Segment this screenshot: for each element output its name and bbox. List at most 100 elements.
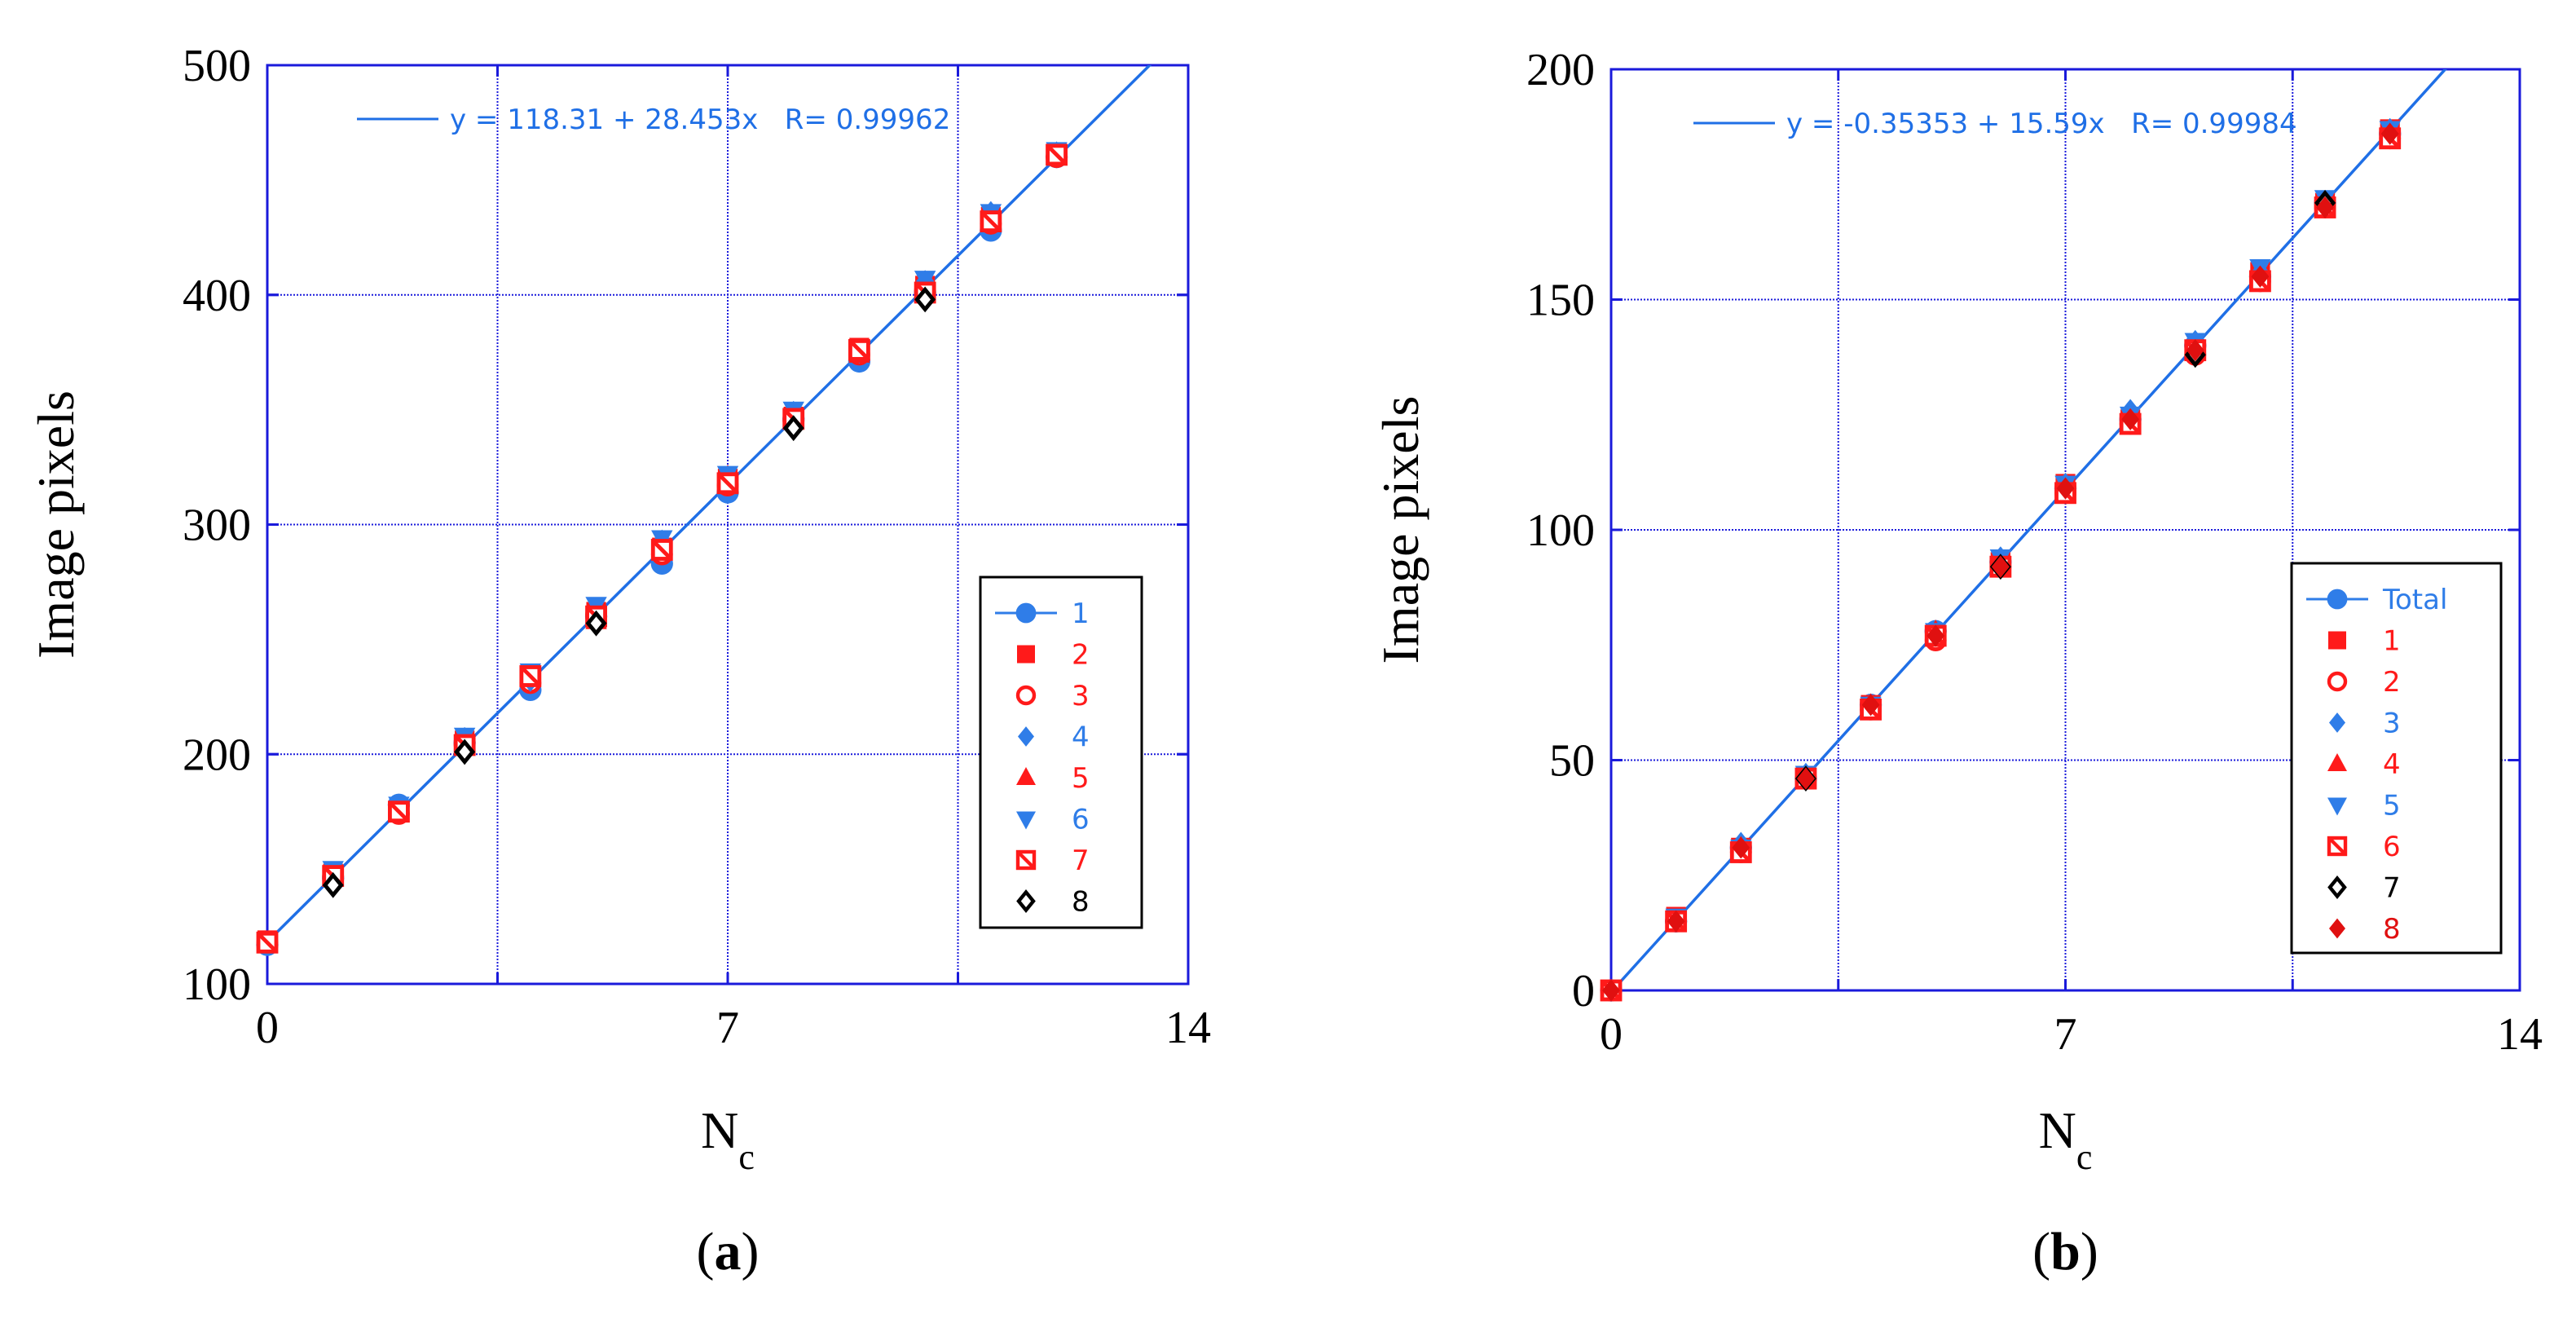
data-point-series-8 [1991, 555, 2010, 578]
legend-marker-2 [1017, 645, 1035, 664]
legend-label-6: 6 [2383, 831, 2401, 863]
legend-marker-8 [2329, 918, 2345, 939]
y-tick-label: 100 [183, 959, 251, 1010]
data-point-series-8 [322, 871, 344, 898]
x-axis-title-main: N [701, 1101, 738, 1159]
data-point-series-7 [716, 472, 739, 495]
panel-label-open: ( [2032, 1222, 2050, 1281]
y-tick-label: 200 [183, 730, 251, 780]
data-point-series-6 [914, 271, 936, 291]
x-tick-label: 0 [1600, 1009, 1623, 1060]
panel-label-letter: a [715, 1222, 742, 1281]
legend: 1 2 3 4 5 6 7 8 [979, 576, 1143, 929]
legend-label-2: 2 [1072, 639, 1090, 672]
legend-marker-1 [2328, 631, 2346, 650]
data-point-series-8 [2251, 265, 2270, 288]
legend-marker-6 [1016, 811, 1036, 830]
x-tick-label: 7 [2054, 1009, 2077, 1060]
data-point-series-7 [256, 931, 279, 954]
legend-marker-7 [2327, 875, 2347, 899]
y-tick-label: 50 [1549, 736, 1595, 787]
data-point-series-8 [782, 415, 804, 442]
legend-label-1: 1 [2383, 625, 2401, 658]
panel-label-open: ( [697, 1222, 715, 1281]
data-point-series-8 [2121, 408, 2140, 431]
legend-label-4: 4 [2383, 748, 2401, 781]
ticks [1609, 68, 2521, 992]
panel-label-letter: b [2050, 1222, 2081, 1281]
data-points [1600, 117, 2402, 1003]
data-point-series-8 [1732, 836, 1750, 859]
panel-label: (b) [2032, 1222, 2098, 1281]
legend-marker-7 [1015, 849, 1037, 871]
panel-label: (a) [697, 1222, 760, 1281]
legend-marker-1 [1015, 602, 1037, 624]
x-axis-title-main: N [2039, 1101, 2076, 1159]
x-tick-label: 0 [256, 1003, 279, 1053]
y-tick-label: 0 [1572, 966, 1595, 1017]
y-axis-title: Image pixels [1372, 396, 1429, 664]
fit-equation: y = -0.35353 + 15.59x R= 0.99984 [1786, 108, 2297, 140]
fit-equation: y = 118.31 + 28.453x R= 0.99962 [450, 104, 950, 136]
legend-marker-5 [2327, 797, 2347, 816]
data-point-series-8 [1602, 979, 1620, 1002]
data-point-series-8 [2380, 122, 2399, 145]
legend: Total 1 2 3 4 5 6 7 8 [2290, 562, 2503, 955]
data-point-series-7 [848, 338, 870, 361]
legend-label-3: 3 [2383, 708, 2401, 740]
data-point-series-8 [1796, 767, 1815, 790]
y-tick-label: 200 [1526, 45, 1595, 95]
legend-label-1: 1 [1072, 598, 1090, 630]
legend-box [979, 576, 1143, 929]
data-point-series-7 [650, 539, 673, 561]
legend-marker-5 [1016, 767, 1036, 785]
y-tick-label: 300 [183, 501, 251, 551]
legend-label-5: 5 [2383, 790, 2401, 822]
x-axis-title: Nc [2039, 1101, 2093, 1177]
y-tick-label: 400 [183, 271, 251, 321]
x-tick-label: 14 [1165, 1003, 1211, 1053]
ticks [266, 64, 1190, 986]
x-tick-label: 7 [716, 1003, 739, 1053]
legend-label-7: 7 [1072, 845, 1090, 877]
legend-label-2: 2 [2383, 666, 2401, 699]
data-points [256, 141, 1068, 956]
legend-marker-3 [1015, 685, 1037, 706]
legend-marker-total [2327, 589, 2348, 610]
data-point-series-8 [2056, 477, 2075, 500]
legend-label-5: 5 [1072, 762, 1090, 795]
data-point-series-7 [388, 800, 410, 823]
data-point-series-8 [2186, 339, 2204, 362]
data-point-series-8 [914, 286, 936, 313]
legend-label-4: 4 [1072, 721, 1090, 754]
legend-marker-3 [2329, 712, 2345, 733]
x-axis-title: Nc [701, 1101, 755, 1177]
panel-label-close: ) [742, 1222, 760, 1281]
data-point-series-8 [1861, 694, 1880, 717]
legend-marker-4 [1018, 726, 1034, 747]
data-point-series-7 [980, 210, 1002, 233]
legend-label-8: 8 [1072, 886, 1090, 919]
data-point-series-8 [1926, 624, 1945, 647]
legend-label-6: 6 [1072, 804, 1090, 836]
y-tick-label: 100 [1526, 505, 1595, 556]
legend-marker-8 [1016, 889, 1036, 913]
y-tick-label: 150 [1526, 276, 1595, 326]
data-point-series-8 [454, 739, 476, 765]
y-tick-label: 500 [183, 41, 251, 91]
panel-label-close: ) [2081, 1222, 2098, 1281]
legend-label-8: 8 [2383, 913, 2401, 946]
legend-label-7: 7 [2383, 872, 2401, 905]
legend-marker-2 [2327, 671, 2348, 692]
x-tick-label: 14 [2497, 1009, 2543, 1060]
data-point-series-8 [2316, 196, 2335, 219]
data-point-series-8 [585, 610, 607, 637]
legend-box [2290, 562, 2503, 955]
legend-label-total: Total [2382, 584, 2447, 616]
data-point-series-7 [1046, 143, 1068, 166]
x-axis-title-subscript: c [738, 1137, 755, 1177]
legend-marker-6 [2327, 836, 2348, 857]
